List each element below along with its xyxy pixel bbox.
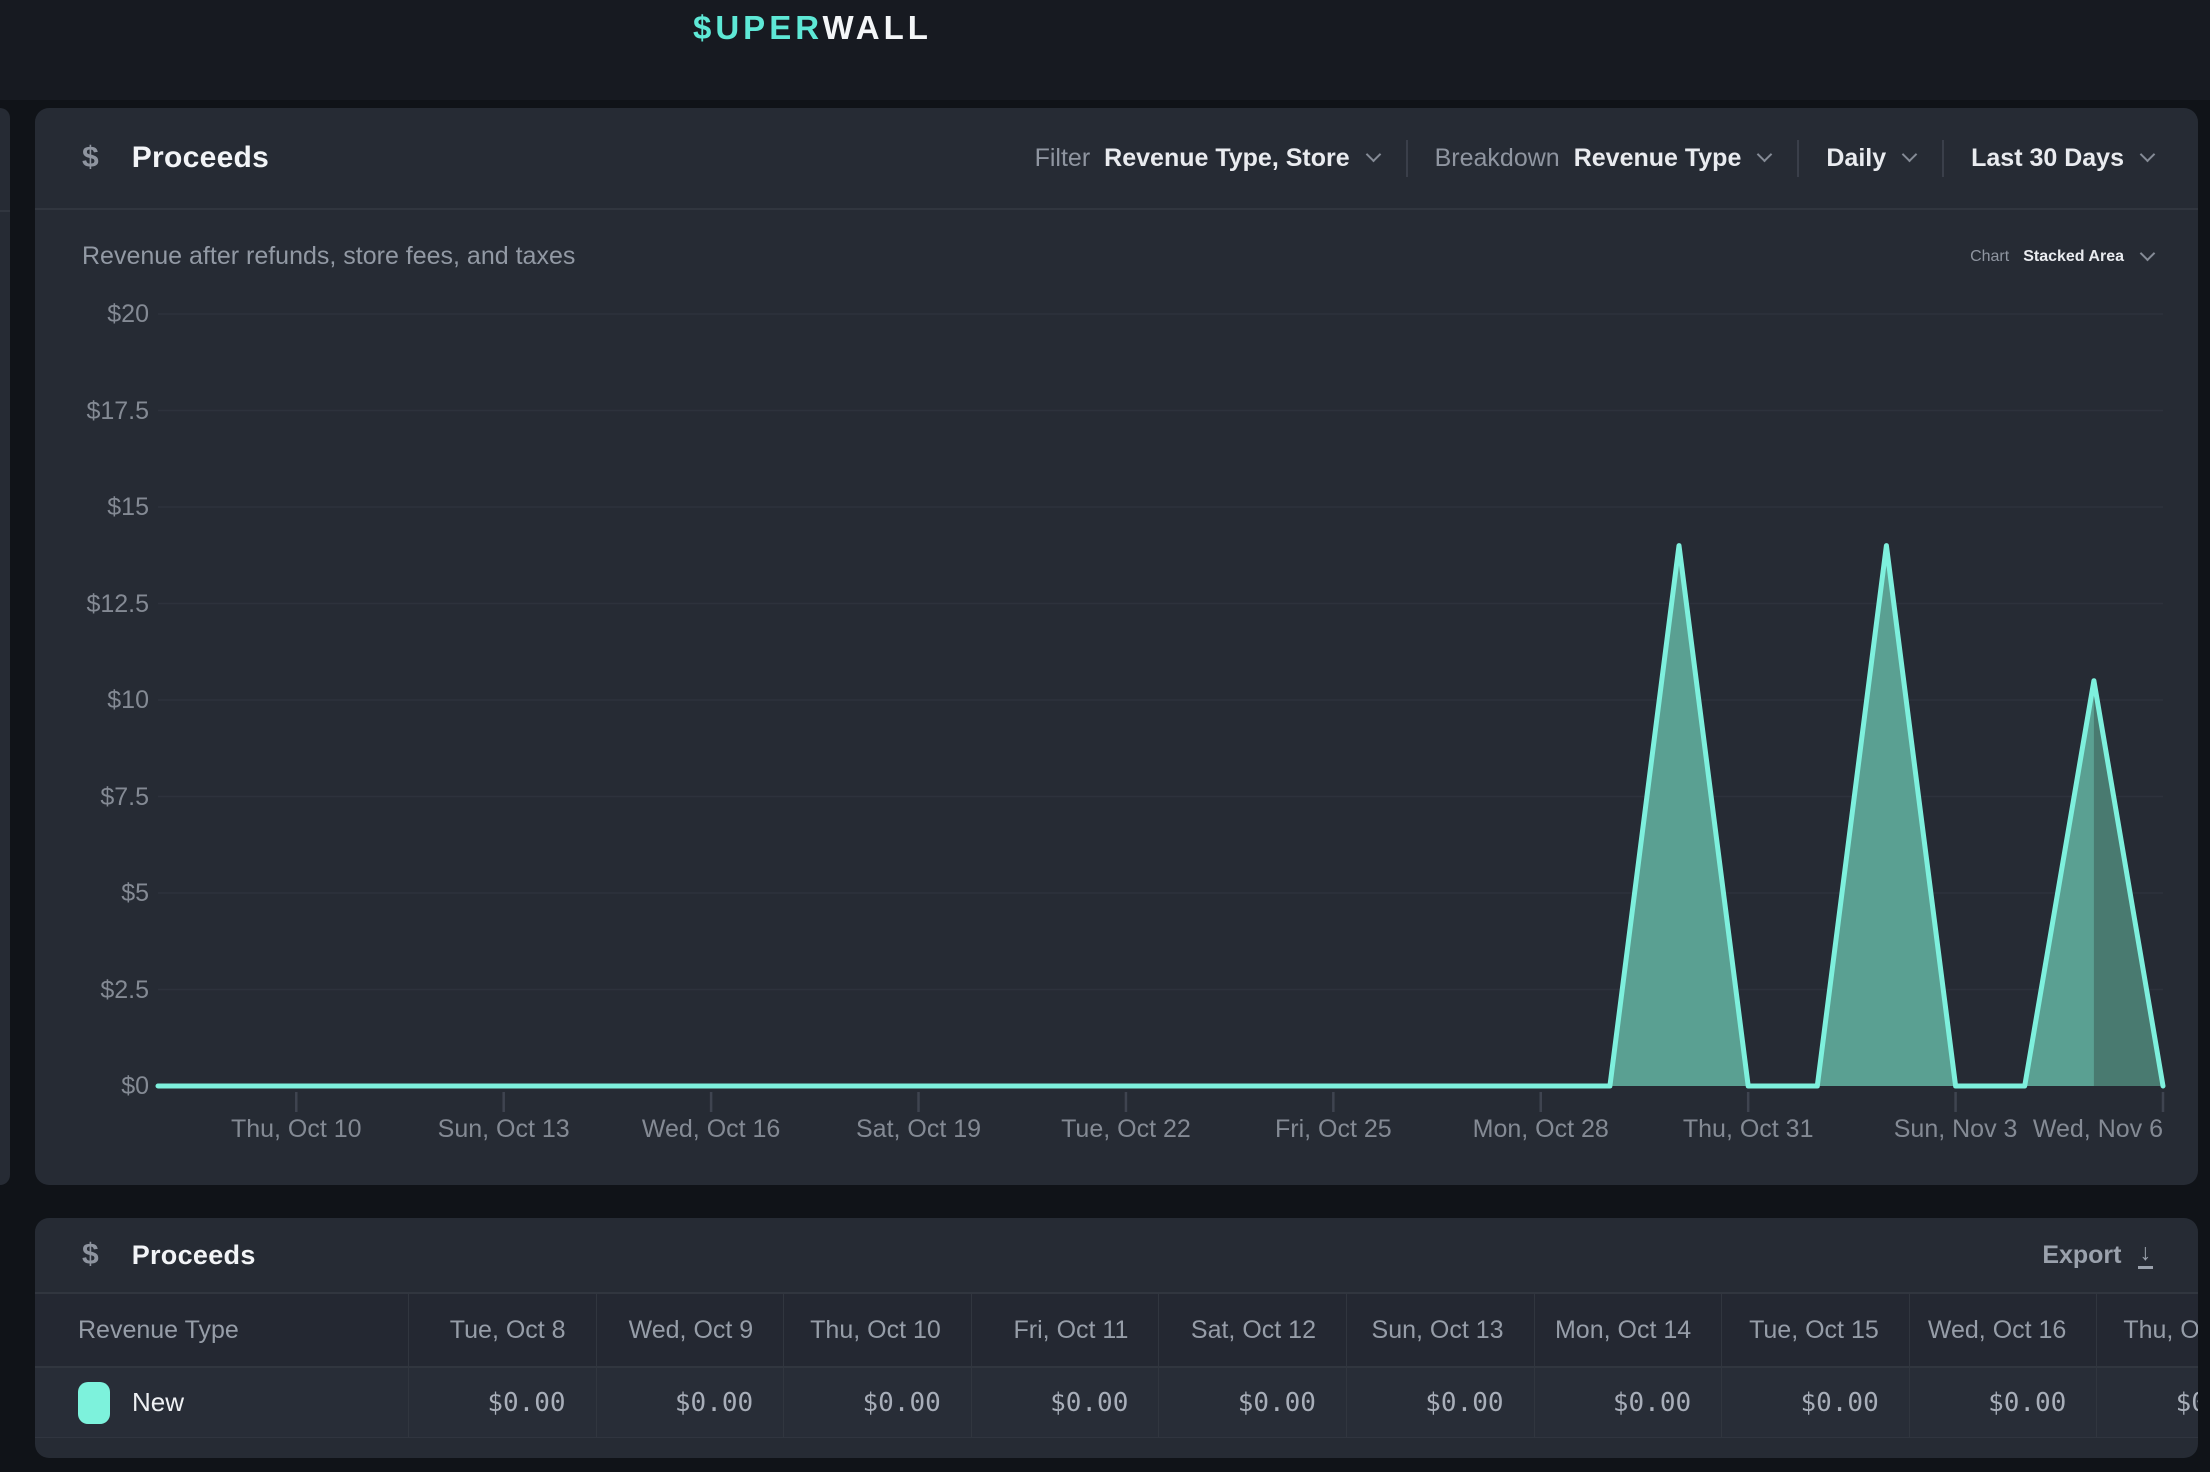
value-cell: $0.00 <box>1158 1368 1346 1437</box>
superwall-logo[interactable]: $UPERWALL <box>693 8 932 48</box>
chevron-down-icon <box>2139 245 2156 261</box>
y-axis-label: $10 <box>107 686 149 714</box>
value-cell: $0.00 <box>1721 1368 1909 1437</box>
breakdown-dropdown[interactable]: Breakdown Revenue Type <box>1434 143 1773 173</box>
export-label: Export <box>2042 1240 2122 1269</box>
x-axis-label: Tue, Oct 22 <box>1061 1115 1191 1143</box>
top-navbar: $UPERWALL <box>0 0 2210 100</box>
x-axis-label: Wed, Nov 6 <box>2032 1115 2163 1143</box>
y-axis-label: $17.5 <box>86 396 149 425</box>
row-label: New <box>132 1387 185 1417</box>
chart-subtitle-row: Revenue after refunds, store fees, and t… <box>35 210 2198 303</box>
chart-card-header: $ Proceeds Filter Revenue Type, Store Br… <box>35 108 2198 210</box>
y-axis-label: $15 <box>107 493 149 521</box>
chevron-down-icon <box>2139 146 2156 163</box>
value-cell: $0.00 <box>783 1368 971 1437</box>
area-series-new <box>158 545 2163 1086</box>
x-axis-label: Fri, Oct 25 <box>1275 1115 1392 1143</box>
value-cell: $0.00 <box>2096 1368 2198 1437</box>
dollar-icon: $ <box>82 141 99 174</box>
date-range-value: Last 30 Days <box>1971 143 2124 172</box>
date-column-header: Mon, Oct 14 <box>1533 1294 1722 1366</box>
chart-type-label: Chart <box>1970 247 2010 265</box>
chart-subtitle: Revenue after refunds, store fees, and t… <box>82 242 576 270</box>
x-axis-label: Sun, Oct 13 <box>437 1115 570 1143</box>
date-column-header: Tue, Oct 8 <box>408 1294 596 1366</box>
left-partial-card-divider <box>0 210 10 212</box>
table-body: New $0.00 $0.00 $0.00 $0.00 $0.00 $0.00 $0.00 $0… <box>35 1368 2198 1438</box>
y-axis-label: $0 <box>121 1072 149 1100</box>
chevron-down-icon <box>1365 146 1381 163</box>
download-icon: ↓ <box>2137 1241 2153 1269</box>
x-axis-label: Thu, Oct 31 <box>1682 1115 1814 1143</box>
date-column-header: Wed, Oct 16 <box>1908 1294 2097 1366</box>
dollar-icon: $ <box>82 1238 99 1271</box>
date-column-header: Fri, Oct 11 <box>970 1294 1159 1366</box>
controls-divider <box>1797 139 1800 177</box>
table-row: New $0.00 $0.00 $0.00 $0.00 $0.00 $0.00 $0.00 $0… <box>35 1368 2198 1438</box>
date-column-header: Thu, Oct 10 <box>783 1294 971 1366</box>
controls-divider <box>1942 139 1945 177</box>
x-axis-label: Wed, Oct 16 <box>641 1115 781 1143</box>
y-axis-label: $12.5 <box>86 589 149 618</box>
left-partial-card <box>0 108 10 1185</box>
filter-value: Revenue Type, Store <box>1104 143 1350 172</box>
date-column-header: Sat, Oct 12 <box>1158 1294 1346 1366</box>
breakdown-label: Breakdown <box>1434 143 1560 172</box>
x-axis-label: Thu, Oct 10 <box>230 1115 362 1143</box>
chart-controls: Filter Revenue Type, Store Breakdown Rev… <box>1034 139 2156 177</box>
date-column-header: Sun, Oct 13 <box>1345 1294 1534 1366</box>
row-label-cell[interactable]: New <box>35 1381 408 1424</box>
legend-swatch <box>78 1381 110 1424</box>
date-column-header: Wed, Oct 9 <box>595 1294 784 1366</box>
granularity-value: Daily <box>1826 143 1887 172</box>
date-column-header: Tue, Oct 15 <box>1721 1294 1909 1366</box>
area-series-stroke <box>155 543 2166 1089</box>
x-axis-label: Sun, Nov 3 <box>1893 1115 2018 1143</box>
x-axis-label: Sat, Oct 19 <box>855 1115 982 1143</box>
granularity-dropdown[interactable]: Daily <box>1826 143 1918 173</box>
value-cell: $0.00 <box>1345 1368 1534 1437</box>
chevron-down-icon <box>1757 146 1773 163</box>
value-cell: $0.00 <box>408 1368 596 1437</box>
y-axis-label: $2.5 <box>100 975 149 1004</box>
export-button[interactable]: Export ↓ <box>2042 1241 2153 1270</box>
chart-type-value: Stacked Area <box>2023 247 2124 265</box>
filter-dropdown[interactable]: Filter Revenue Type, Store <box>1034 143 1381 173</box>
y-axis-label: $20 <box>107 300 149 328</box>
proceeds-chart-card: $ Proceeds Filter Revenue Type, Store Br… <box>35 108 2198 1185</box>
revenue-type-header: Revenue Type <box>78 1315 239 1344</box>
filter-label: Filter <box>1034 143 1091 172</box>
chart-type-dropdown[interactable]: Chart Stacked Area <box>1970 245 2156 266</box>
overlap-region <box>2093 680 2163 1086</box>
chevron-down-icon <box>1901 146 1918 163</box>
logo-text-teal: $UPER <box>693 9 823 46</box>
date-range-dropdown[interactable]: Last 30 Days <box>1971 143 2156 173</box>
table-card-title: Proceeds <box>131 1239 256 1270</box>
value-cell: $0.00 <box>595 1368 784 1437</box>
table-header-row: Revenue Type Tue, Oct 8 Wed, Oct 9 Thu, Oc… <box>35 1292 2198 1368</box>
chart-card-title: Proceeds <box>131 141 270 174</box>
table-card-header: $ Proceeds Export ↓ <box>35 1218 2198 1292</box>
value-cell: $0.00 <box>1533 1368 1722 1437</box>
x-axis-label: Mon, Oct 28 <box>1472 1115 1609 1143</box>
value-cell: $0.00 <box>1908 1368 2097 1437</box>
proceeds-table-card: $ Proceeds Export ↓ Revenue Type Tue, Oc… <box>35 1218 2198 1458</box>
date-column-header: Thu, Oct 17 <box>2096 1294 2198 1366</box>
logo-text-white: WALL <box>822 9 932 46</box>
breakdown-value: Revenue Type <box>1573 143 1742 172</box>
y-axis-label: $7.5 <box>100 782 149 811</box>
value-cell: $0.00 <box>970 1368 1159 1437</box>
y-axis-label: $5 <box>121 879 149 907</box>
controls-divider <box>1405 139 1408 177</box>
